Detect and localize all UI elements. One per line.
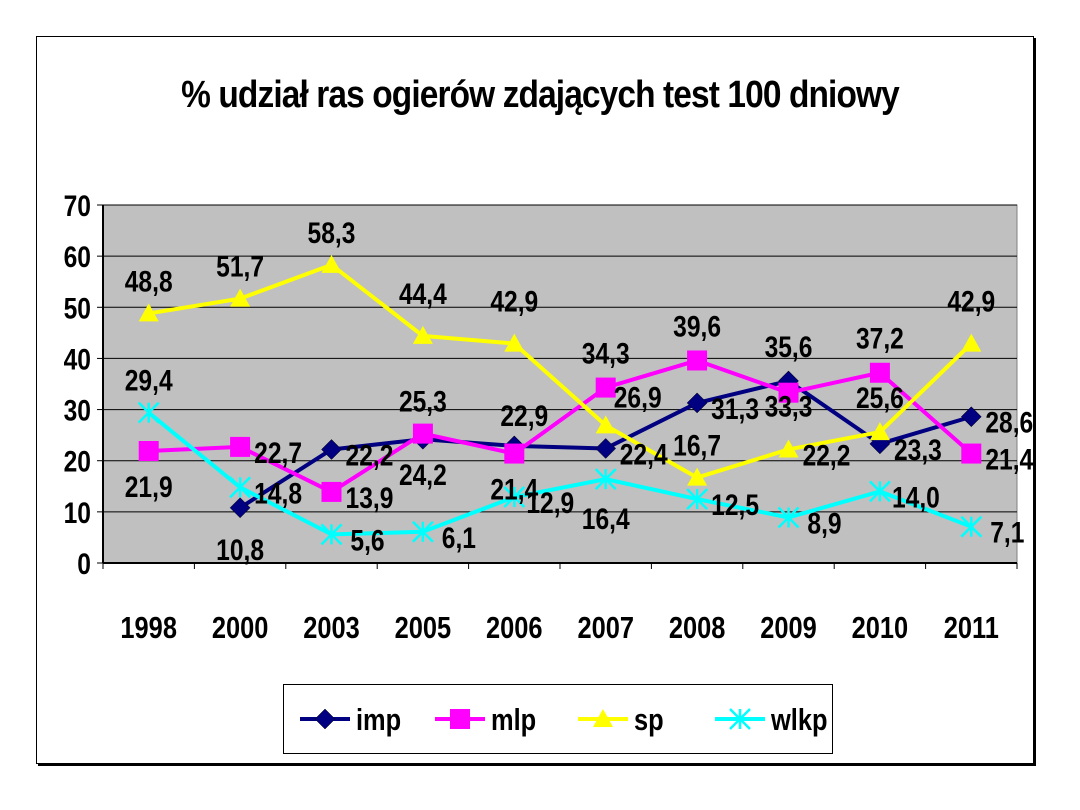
data-label-sp: 25,6 — [856, 381, 904, 415]
data-point-mlp — [687, 350, 708, 371]
data-label-sp: 22,2 — [803, 438, 851, 472]
data-point-imp — [869, 433, 891, 455]
data-label-mlp: 37,2 — [856, 321, 904, 355]
x-tick-label: 2007 — [577, 611, 634, 646]
data-label-mlp: 33,3 — [765, 389, 813, 423]
data-point-sp — [869, 422, 890, 441]
data-label-mlp: 22,7 — [254, 436, 302, 470]
legend-label-mlp: mlp — [491, 703, 536, 738]
data-label-imp: 24,2 — [399, 458, 447, 492]
data-point-mlp — [504, 443, 525, 464]
data-label-sp: 51,7 — [216, 249, 264, 283]
x-tick-label: 2010 — [852, 611, 909, 646]
data-label-wlkp: 12,5 — [711, 488, 759, 522]
y-tick-label: 20 — [64, 444, 91, 478]
data-label-mlp: 13,9 — [346, 481, 394, 515]
data-label-sp: 42,9 — [947, 284, 995, 318]
data-label-sp: 26,9 — [614, 380, 662, 414]
y-tick-label: 50 — [64, 291, 91, 325]
data-label-mlp: 39,6 — [673, 309, 721, 343]
data-label-wlkp: 14,8 — [254, 476, 302, 510]
data-label-mlp: 21,4 — [985, 442, 1034, 476]
legend-label-wlkp: wlkp — [770, 703, 827, 738]
data-point-imp — [960, 406, 982, 428]
x-tick-label: 2000 — [212, 611, 269, 646]
x-tick-label: 2006 — [486, 611, 543, 646]
data-label-wlkp: 12,9 — [526, 486, 574, 520]
data-point-imp — [314, 708, 336, 730]
series-line-wlkp — [147, 411, 973, 537]
chart-title: % udział ras ogierów zdających test 100 … — [181, 74, 900, 116]
data-point-mlp — [412, 423, 433, 444]
y-tick-label: 70 — [64, 189, 91, 223]
data-label-wlkp: 5,6 — [350, 523, 384, 557]
data-label-mlp: 21,9 — [125, 470, 173, 504]
data-label-mlp: 25,3 — [399, 384, 447, 418]
x-tick-label: 2009 — [760, 611, 817, 646]
data-label-imp: 35,6 — [765, 330, 813, 364]
data-label-sp: 44,4 — [399, 277, 448, 311]
data-point-mlp — [450, 709, 470, 729]
data-label-wlkp: 14,0 — [892, 480, 940, 514]
data-point-sp — [593, 709, 613, 727]
data-point-sp — [961, 333, 982, 352]
data-point-mlp — [595, 377, 616, 398]
data-label-imp: 28,6 — [985, 405, 1033, 439]
series-line-sp — [148, 262, 973, 480]
data-label-imp: 22,2 — [346, 438, 394, 472]
data-label-imp: 22,9 — [500, 399, 548, 433]
data-point-sp — [412, 325, 433, 344]
data-label-sp: 48,8 — [125, 264, 173, 298]
y-tick-label: 0 — [77, 547, 91, 581]
legend-label-sp: sp — [634, 703, 664, 738]
x-tick-label: 2005 — [395, 611, 452, 646]
data-label-sp: 58,3 — [308, 215, 356, 249]
data-point-imp — [686, 392, 708, 414]
legend-label-imp: imp — [356, 703, 401, 738]
data-point-sp — [321, 254, 342, 273]
y-tick-label: 40 — [64, 342, 91, 376]
data-label-wlkp: 29,4 — [125, 363, 174, 397]
data-label-imp: 31,3 — [711, 392, 759, 426]
data-label-imp: 23,3 — [894, 432, 942, 466]
x-tick-label: 2011 — [944, 611, 999, 646]
data-label-sp: 16,7 — [673, 428, 721, 462]
data-point-sp — [504, 333, 525, 352]
x-tick-label: 2003 — [303, 611, 360, 646]
series-line-mlp — [148, 358, 973, 494]
data-label-sp: 42,9 — [490, 284, 538, 318]
data-label-mlp: 34,3 — [582, 336, 630, 370]
x-tick-label: 2008 — [669, 611, 726, 646]
data-point-imp — [229, 497, 251, 519]
data-label-imp: 10,8 — [216, 532, 264, 566]
y-tick-label: 30 — [64, 393, 91, 427]
data-label-wlkp: 8,9 — [807, 506, 841, 540]
data-label-imp: 22,4 — [620, 437, 669, 471]
data-point-sp — [687, 467, 708, 486]
data-point-imp — [595, 438, 617, 459]
data-label-wlkp: 6,1 — [442, 520, 476, 554]
data-point-mlp — [230, 436, 251, 457]
data-point-mlp — [138, 440, 159, 461]
data-point-mlp — [869, 362, 890, 383]
data-point-sp — [595, 415, 616, 434]
data-point-mlp — [961, 443, 982, 464]
data-label-mlp: 21,4 — [490, 472, 539, 506]
y-tick-label: 60 — [64, 240, 91, 274]
data-point-mlp — [321, 481, 342, 502]
data-label-wlkp: 16,4 — [582, 502, 631, 536]
x-tick-label: 1998 — [120, 611, 177, 646]
data-label-wlkp: 7,1 — [990, 515, 1024, 549]
data-point-imp — [321, 439, 342, 460]
data-point-sp — [138, 303, 159, 322]
y-tick-label: 10 — [64, 496, 91, 530]
data-point-mlp — [778, 382, 799, 403]
data-point-sp — [230, 288, 251, 307]
data-point-sp — [778, 439, 799, 458]
